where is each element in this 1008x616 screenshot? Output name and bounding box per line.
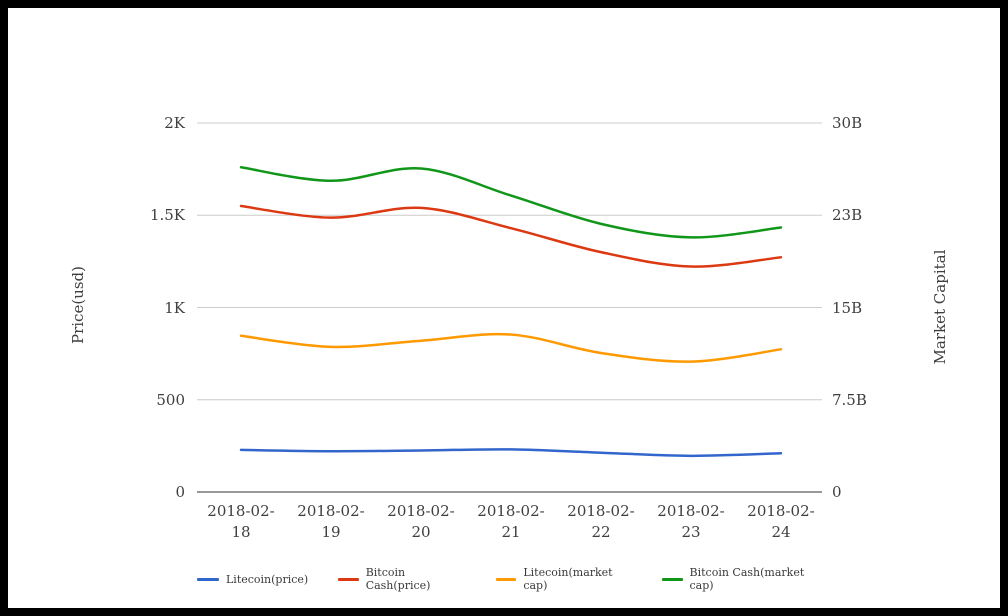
- x-axis-tick-label: 2018-02-24: [747, 502, 815, 541]
- series-line-bitcoin-cash-market-cap[interactable]: [239, 166, 783, 239]
- x-axis-tick-label: 2018-02-22: [567, 502, 635, 541]
- legend-line-marker: [197, 577, 219, 581]
- legend-label: Litecoin(price): [226, 572, 309, 586]
- legend-line-marker: [495, 577, 517, 581]
- right-axis-tick-label: 0: [832, 483, 842, 501]
- series-line-litecoin-price[interactable]: [239, 448, 783, 458]
- right-axis-title: Market Capital: [931, 249, 949, 365]
- legend-label: Litecoin(market cap): [523, 566, 613, 592]
- series-line-litecoin-market-cap[interactable]: [239, 332, 783, 363]
- right-axis-tick-label: 15B: [832, 298, 863, 317]
- legend-item-litecoin-price[interactable]: Litecoin(price): [197, 573, 308, 586]
- x-axis-tick-label: 2018-02-23: [657, 502, 725, 541]
- left-axis-tick-label: 0: [175, 483, 185, 501]
- chart-legend: Litecoin(price) Bitcoin Cash(price) Liteco…: [197, 566, 822, 592]
- legend-label: Bitcoin Cash(market cap): [689, 566, 805, 592]
- left-axis-tick-label: 500: [156, 390, 185, 409]
- left-axis-tick-label: 2K: [164, 114, 185, 132]
- series-line-bitcoin-cash-price[interactable]: [239, 204, 783, 268]
- legend-label: Bitcoin Cash(price): [365, 566, 431, 592]
- left-axis-tick-label: 1.5K: [149, 206, 185, 225]
- left-axis-tick-label: 1K: [164, 298, 185, 317]
- x-axis-tick-label: 2018-02-19: [297, 502, 365, 541]
- x-axis-tick-label: 2018-02-18: [207, 502, 275, 541]
- x-axis-tick-label: 2018-02-20: [387, 502, 455, 541]
- legend-line-marker: [662, 577, 683, 581]
- left-axis-title: Price(usd): [69, 266, 87, 345]
- legend-item-litecoin-market-cap[interactable]: Litecoin(market cap): [495, 566, 632, 592]
- legend-line-marker: [338, 577, 359, 581]
- legend-item-bitcoin-cash-price[interactable]: Bitcoin Cash(price): [338, 566, 466, 592]
- right-axis-tick-label: 7.5B: [832, 390, 867, 409]
- right-axis-tick-label: 23B: [832, 206, 863, 225]
- right-axis-tick-label: 30B: [832, 114, 863, 132]
- legend-item-bitcoin-cash-market-cap[interactable]: Bitcoin Cash(market cap): [662, 566, 822, 592]
- x-axis-tick-label: 2018-02-21: [477, 502, 545, 541]
